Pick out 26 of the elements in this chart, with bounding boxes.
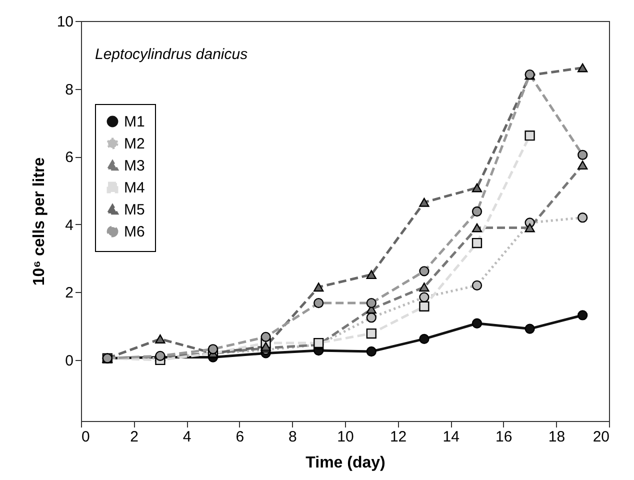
- legend-label: M3: [124, 158, 145, 174]
- x-tick-label: 2: [130, 428, 138, 446]
- x-tick-label: 16: [496, 428, 512, 446]
- legend-label: M5: [124, 202, 145, 218]
- y-tick-label: 8: [65, 81, 74, 98]
- x-tick-label: 10: [337, 428, 354, 446]
- x-tick-label: 14: [442, 428, 460, 446]
- x-tick-label: 8: [288, 428, 297, 446]
- x-tick-label: 12: [390, 428, 407, 446]
- x-tick-label: 18: [548, 428, 566, 446]
- legend-label: M6: [124, 224, 145, 240]
- x-axis-title: Time (day): [306, 454, 386, 472]
- annotation: Leptocylindrus danicus: [95, 46, 248, 63]
- y-tick-label: 2: [65, 284, 74, 302]
- legend-label: M1: [124, 114, 145, 130]
- x-tick-label: 4: [182, 428, 192, 446]
- y-axis-title: 10⁶ cells per litre: [30, 157, 48, 286]
- y-tick-label: 10: [56, 14, 74, 30]
- y-tick-label: 4: [65, 216, 74, 234]
- y-tick-label: 0: [65, 352, 74, 370]
- y-tick-label: 6: [65, 149, 74, 166]
- x-tick-label: 0: [82, 428, 90, 446]
- legend-label: M2: [124, 136, 145, 152]
- x-tick-label: 6: [236, 428, 244, 446]
- legend-label: M4: [124, 180, 145, 196]
- x-tick-label: 20: [592, 428, 610, 446]
